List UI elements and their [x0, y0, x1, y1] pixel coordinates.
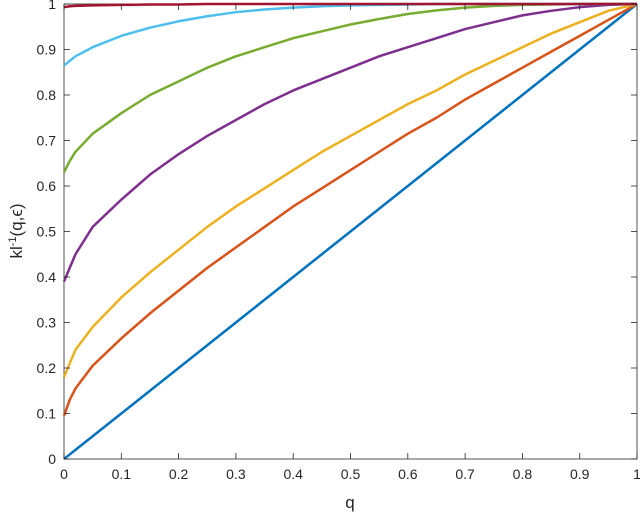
x-tick-label: 0.1	[112, 466, 132, 482]
y-tick-label: 0.3	[37, 315, 57, 331]
x-axis-ticks: 0 0.1 0.2 0.3 0.4 0.5 0.6 0.7 0.8 0.9 1	[60, 4, 640, 482]
y-tick-label: 0.4	[37, 269, 57, 285]
x-tick-label: 0.2	[169, 466, 189, 482]
y-tick-label: 0.5	[37, 224, 57, 240]
series-layer	[62, 2, 638, 460]
x-tick-label: 0.7	[455, 466, 475, 482]
y-axis-label-args: (q,ϵ)	[7, 203, 26, 236]
y-tick-label: 0	[48, 451, 56, 467]
x-tick-label: 1	[633, 466, 640, 482]
y-tick-label: 0.6	[37, 178, 57, 194]
x-tick-label: 0.6	[398, 466, 418, 482]
y-tick-label: 0.9	[37, 42, 57, 58]
y-axis-label: kl-1(q,ϵ)	[7, 203, 26, 258]
y-tick-label: 1	[48, 0, 56, 12]
y-tick-label: 0.1	[37, 406, 57, 422]
series-line-4	[62, 2, 638, 283]
series-line-7	[63, 2, 637, 9]
y-tick-label: 0.8	[37, 87, 57, 103]
x-tick-label: 0.9	[570, 466, 590, 482]
y-axis-label-base: kl	[7, 246, 26, 258]
y-axis-ticks: 0 0.1 0.2 0.3 0.4 0.5 0.6 0.7 0.8 0.9 1	[37, 0, 637, 467]
series-line-2	[62, 2, 638, 417]
x-tick-label: 0.8	[513, 466, 533, 482]
y-tick-label: 0.7	[37, 133, 57, 149]
x-axis-label: q	[345, 493, 354, 512]
y-axis-label-sup: -1	[7, 236, 19, 246]
x-tick-label: 0	[60, 466, 68, 482]
x-tick-label: 0.5	[341, 466, 361, 482]
y-tick-label: 0.2	[37, 360, 57, 376]
x-tick-label: 0.3	[226, 466, 246, 482]
series-line-3	[62, 2, 638, 378]
x-tick-label: 0.4	[283, 466, 303, 482]
series-line-1	[63, 3, 638, 460]
